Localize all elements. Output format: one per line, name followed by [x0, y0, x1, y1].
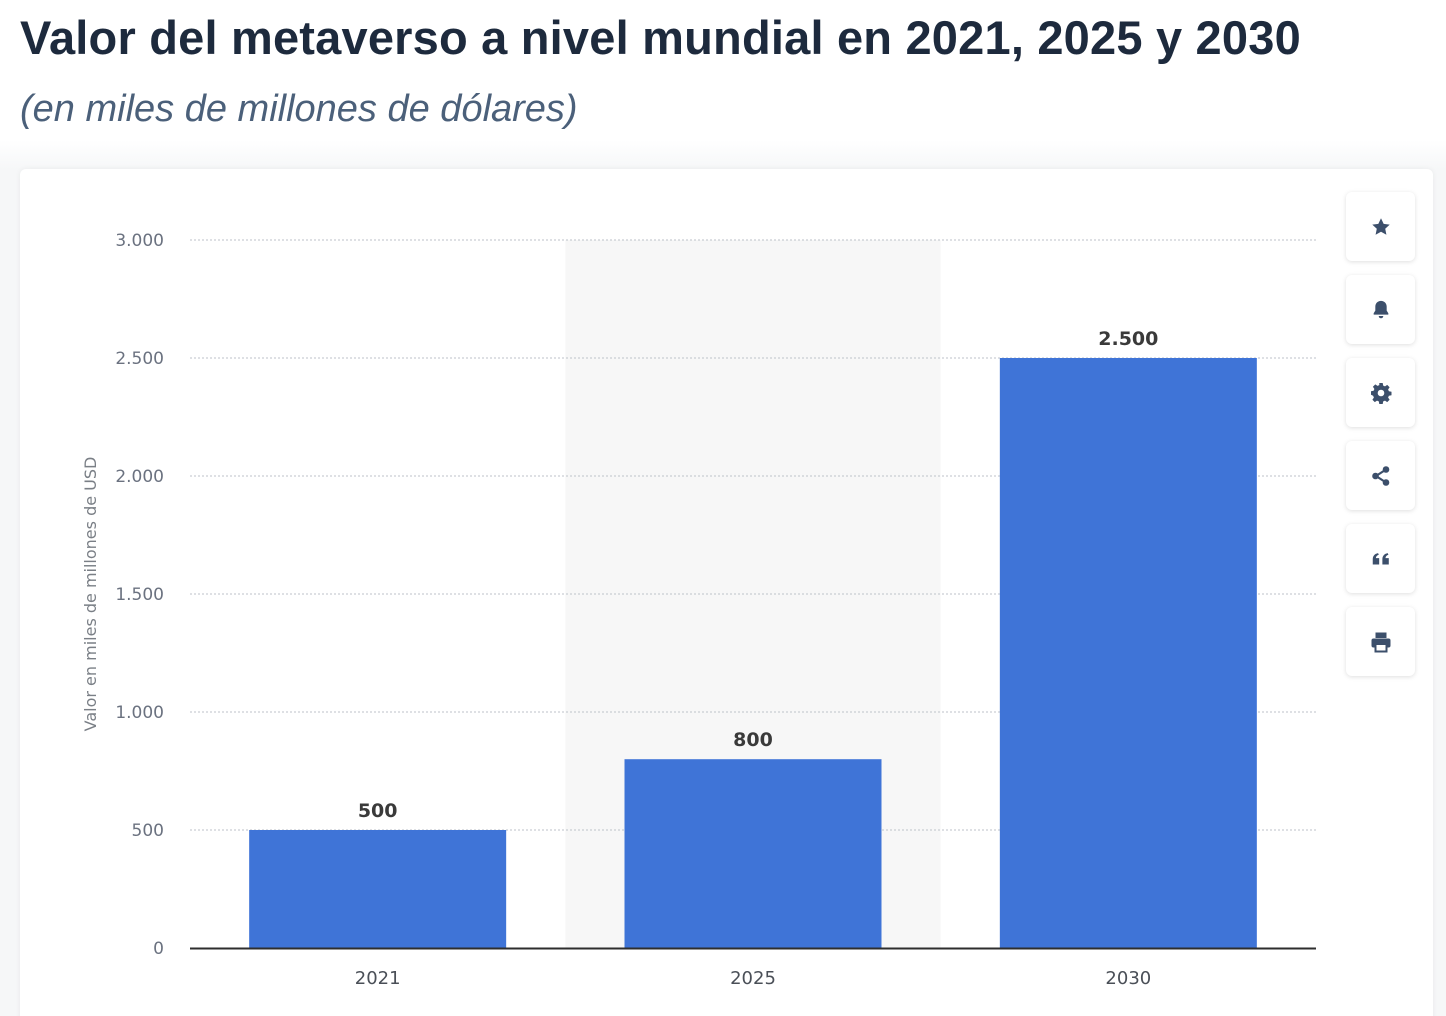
cite-button[interactable] — [1346, 524, 1415, 593]
bar-value-label: 800 — [733, 729, 773, 751]
share-button[interactable] — [1346, 441, 1415, 510]
bar[interactable] — [624, 759, 882, 948]
printer-icon — [1371, 632, 1390, 652]
chart-toolbar — [1346, 192, 1415, 690]
bar[interactable] — [249, 830, 507, 948]
y-tick-label: 2.500 — [115, 349, 164, 369]
y-axis-title: Valor en miles de millones de USD — [81, 457, 100, 732]
gear-icon — [1370, 382, 1391, 404]
chart-subtitle: (en miles de millones de dólares) — [20, 88, 578, 130]
y-tick-label: 500 — [132, 821, 164, 841]
notification-button[interactable] — [1346, 275, 1415, 344]
print-button[interactable] — [1346, 607, 1415, 676]
bell-icon — [1373, 300, 1388, 318]
bar-value-label: 500 — [358, 800, 398, 822]
y-tick-label: 3.000 — [115, 231, 164, 251]
bar[interactable] — [999, 358, 1257, 948]
share-icon — [1371, 465, 1389, 486]
star-icon — [1371, 217, 1390, 235]
chart-title: Valor del metaverso a nivel mundial en 2… — [20, 11, 1301, 64]
y-tick-label: 1.000 — [115, 703, 164, 723]
settings-button[interactable] — [1346, 358, 1415, 427]
favorite-button[interactable] — [1346, 192, 1415, 261]
y-tick-label: 0 — [153, 939, 164, 959]
value-labels: 500 800 2.500 — [358, 328, 1159, 822]
bars — [249, 358, 1257, 948]
y-tick-label: 2.000 — [115, 467, 164, 487]
x-tick-label: 2021 — [355, 968, 401, 989]
bar-chart: 0 500 1.000 1.500 2.000 2.500 3.000 500 800 2.50… — [81, 231, 1316, 989]
bar-value-label: 2.500 — [1098, 328, 1158, 350]
quote-icon — [1372, 552, 1389, 564]
x-tick-label: 2025 — [730, 968, 776, 989]
x-axis-ticks: 2021 2025 2030 — [355, 968, 1151, 989]
x-tick-label: 2030 — [1105, 968, 1151, 989]
y-tick-label: 1.500 — [115, 585, 164, 605]
y-axis-ticks: 0 500 1.000 1.500 2.000 2.500 3.000 — [115, 231, 164, 959]
